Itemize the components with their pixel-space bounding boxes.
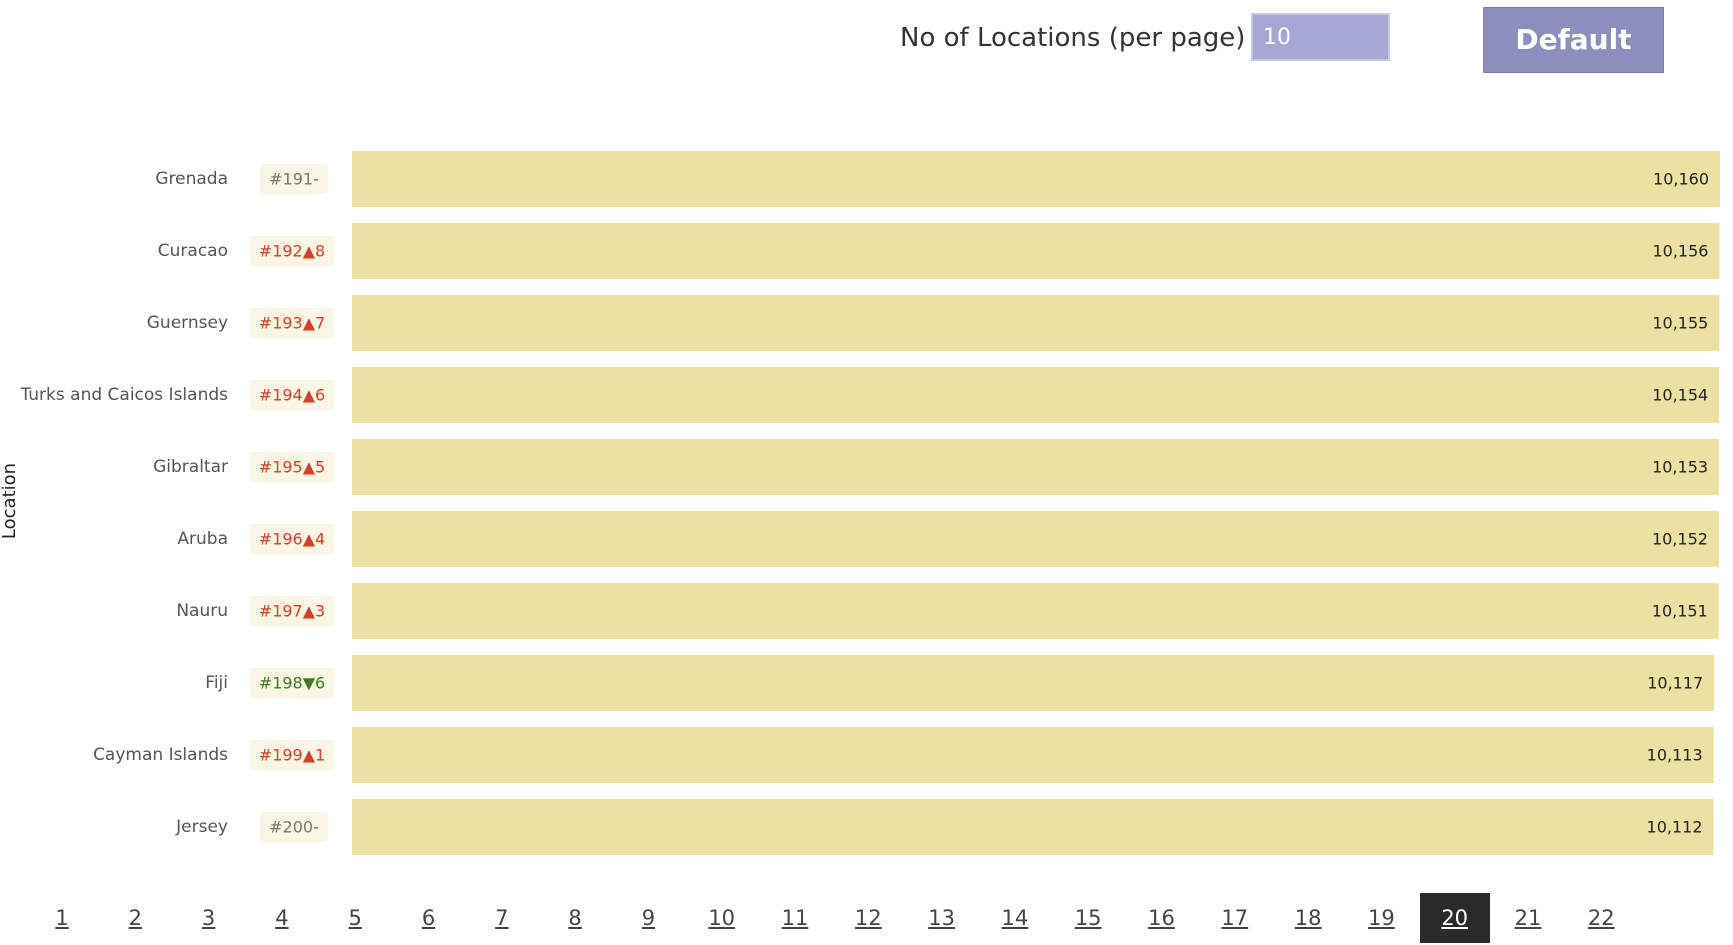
data-label: 10,151: [1652, 602, 1708, 621]
page-link[interactable]: 19: [1368, 906, 1395, 930]
rank-badge-label: #196▲4: [259, 530, 325, 549]
page-link[interactable]: 9: [641, 906, 656, 930]
page-link[interactable]: 1: [55, 906, 69, 930]
bar: [352, 439, 1720, 495]
category-label: Cayman Islands: [93, 745, 228, 765]
rank-badge: [250, 524, 334, 554]
data-label: 10,154: [1652, 386, 1708, 405]
bar: [352, 151, 1720, 207]
bar-chart: Grenada #191- 10,160 Curacao #192▲8 10,156 Gue…: [19, 151, 1720, 855]
rank-badge: [260, 812, 328, 842]
data-label: 10,160: [1653, 170, 1709, 189]
rank-badge: [250, 308, 334, 338]
category-label: Nauru: [176, 601, 228, 621]
bar: [352, 655, 1715, 711]
page-link[interactable]: 6: [421, 906, 436, 930]
per-page-label: No of Locations (per page): [900, 23, 1246, 53]
default-button[interactable]: Default: [1483, 7, 1664, 73]
data-label: 10,113: [1647, 746, 1703, 765]
page-link[interactable]: 8: [568, 906, 582, 930]
category-label: Aruba: [177, 529, 228, 549]
category-label: Fiji: [205, 673, 228, 693]
rank-badge: [250, 596, 334, 626]
rank-badge: [250, 380, 334, 410]
data-label: 10,152: [1652, 530, 1708, 549]
page-link[interactable]: 22: [1587, 906, 1615, 930]
rank-badge: [260, 164, 328, 194]
data-label: 10,153: [1652, 458, 1708, 477]
bar: [352, 511, 1719, 567]
data-label: 10,112: [1647, 818, 1703, 837]
per-page-input[interactable]: [1251, 13, 1390, 61]
rank-badge-label: #200-: [269, 818, 319, 837]
rank-badge: [250, 452, 334, 482]
rank-badge-label: #198▼6: [259, 674, 325, 693]
data-label: 10,155: [1652, 314, 1708, 333]
rank-badge: [250, 236, 334, 266]
page-link[interactable]: 14: [1001, 906, 1029, 930]
data-label: 10,156: [1652, 242, 1708, 261]
page-link[interactable]: 18: [1294, 906, 1322, 930]
category-label: Gibraltar: [153, 457, 228, 477]
page-link[interactable]: 21: [1514, 906, 1542, 930]
page-link[interactable]: 16: [1148, 906, 1175, 930]
page-link[interactable]: 10: [708, 906, 736, 930]
bar: [352, 367, 1720, 423]
rank-badge: [250, 740, 334, 770]
rank-badge-label: #197▲3: [259, 602, 325, 621]
bar: [352, 727, 1714, 783]
rank-badge-label: #195▲5: [259, 458, 325, 477]
category-label: Curacao: [158, 241, 228, 261]
page-link[interactable]: 5: [348, 906, 362, 930]
data-label: 10,117: [1647, 674, 1703, 693]
bar: [352, 799, 1714, 855]
rank-badge-label: #194▲6: [259, 386, 325, 405]
category-label: Turks and Caicos Islands: [19, 385, 228, 405]
rank-badge-label: #199▲1: [259, 746, 325, 765]
bar: [352, 583, 1719, 639]
bar: [352, 223, 1720, 279]
page-link[interactable]: 2: [128, 906, 142, 930]
page-link[interactable]: 3: [201, 906, 216, 930]
page-link[interactable]: 11: [781, 906, 809, 930]
page-link[interactable]: 12: [854, 906, 882, 930]
category-label: Grenada: [155, 169, 228, 189]
category-label: Guernsey: [147, 313, 228, 333]
page-link[interactable]: 13: [928, 906, 955, 930]
pagination: 1 2 3 4 5 6 7 8 9 10 11 12 13 14 15 16 17 18 19 20 21 22: [0, 893, 1733, 945]
rank-badge-label: #191-: [269, 170, 319, 189]
category-label: Jersey: [175, 817, 228, 837]
rank-badge: [250, 668, 334, 698]
page-link[interactable]: 4: [275, 906, 289, 930]
rank-badge-label: #193▲7: [259, 314, 325, 333]
rank-badge-label: #192▲8: [259, 242, 325, 261]
page-link[interactable]: 7: [495, 906, 509, 930]
bar: [352, 295, 1720, 351]
page-link[interactable]: 17: [1221, 906, 1249, 930]
page-link-current[interactable]: 20: [1419, 893, 1490, 943]
page-link[interactable]: 15: [1074, 906, 1102, 930]
